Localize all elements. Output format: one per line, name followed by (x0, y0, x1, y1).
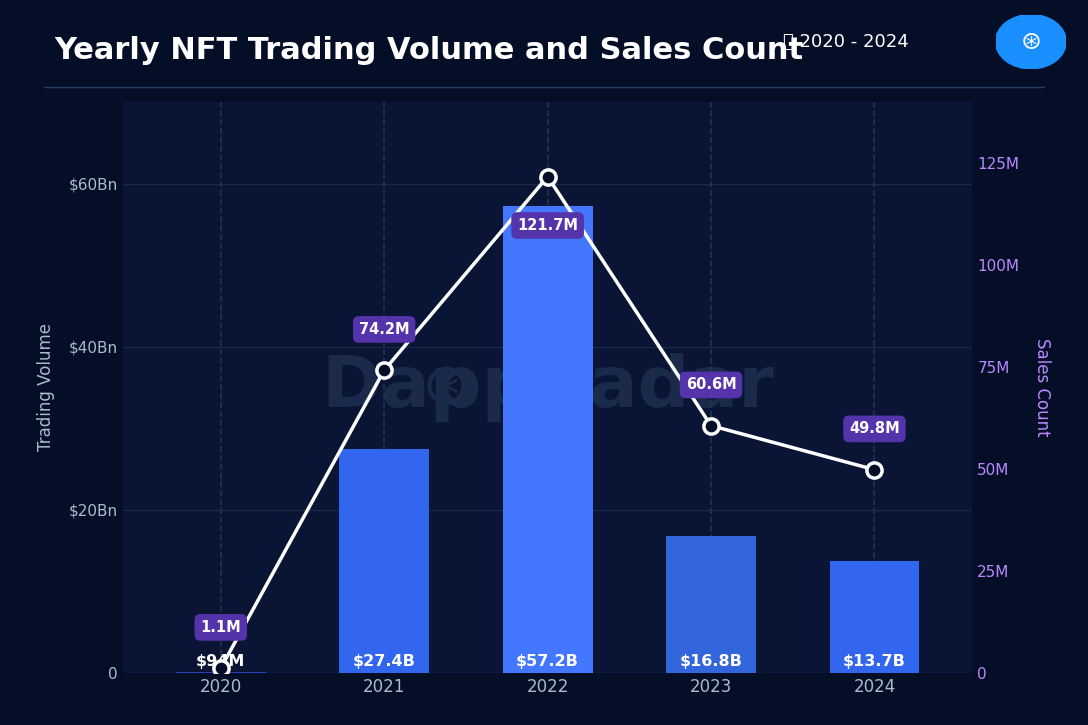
Text: 🗓 2020 - 2024: 🗓 2020 - 2024 (783, 33, 910, 51)
Y-axis label: Trading Volume: Trading Volume (37, 323, 54, 452)
Point (212, 663, 230, 674)
Bar (339, 450, 429, 673)
Text: 121.7M: 121.7M (517, 218, 578, 233)
Text: 49.8M: 49.8M (849, 421, 900, 436)
Bar (503, 207, 593, 673)
Point (539, 171, 556, 183)
Point (866, 464, 883, 476)
Bar (176, 672, 265, 673)
Point (703, 420, 720, 431)
Text: 60.6M: 60.6M (685, 378, 737, 392)
Bar (829, 561, 919, 673)
Text: $57.2B: $57.2B (516, 653, 579, 668)
Text: $13.7B: $13.7B (843, 653, 906, 668)
Bar (666, 536, 756, 673)
Text: $27.4B: $27.4B (353, 653, 416, 668)
Circle shape (996, 14, 1066, 69)
Text: 1.1M: 1.1M (200, 620, 242, 635)
Text: Yearly NFT Trading Volume and Sales Count: Yearly NFT Trading Volume and Sales Coun… (54, 36, 804, 65)
Text: ⊛: ⊛ (1021, 30, 1041, 54)
Point (375, 365, 393, 376)
Text: $16.8B: $16.8B (680, 653, 742, 668)
Text: DappRadar: DappRadar (321, 353, 774, 422)
Text: $94M: $94M (196, 653, 246, 668)
Y-axis label: Sales Count: Sales Count (1034, 338, 1051, 436)
Text: ⊛: ⊛ (421, 359, 470, 416)
Text: 74.2M: 74.2M (359, 322, 409, 337)
